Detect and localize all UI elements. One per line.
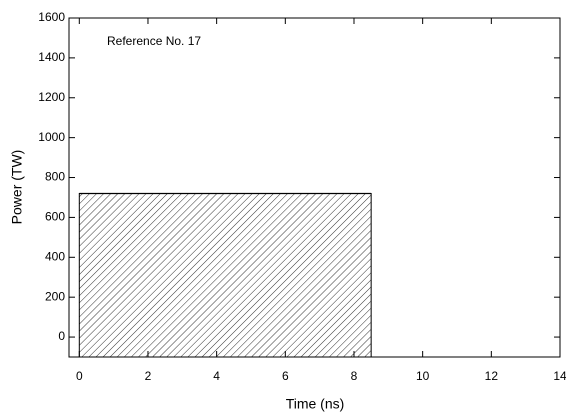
x-axis-label: Time (ns) [286,396,345,412]
x-tick-label: 8 [351,369,358,383]
y-tick-label: 0 [58,329,65,343]
x-tick-label: 12 [485,369,499,383]
x-tick-label: 0 [76,369,83,383]
y-tick-label: 600 [45,210,65,224]
y-tick-label: 1600 [38,10,65,24]
y-tick-label: 1400 [38,50,65,64]
area-fill [78,192,372,358]
y-tick-label: 1000 [38,130,65,144]
x-tick-label: 10 [416,369,430,383]
x-tick-label: 14 [553,369,566,383]
x-tick-label: 2 [145,369,152,383]
y-tick-label: 1200 [38,90,65,104]
x-tick-label: 6 [282,369,289,383]
y-axis-label: Power (TW) [9,150,25,225]
y-tick-label: 800 [45,170,65,184]
x-tick-label: 4 [213,369,220,383]
y-tick-label: 400 [45,249,65,263]
y-tick-label: 200 [45,289,65,303]
annotation: Reference No. 17 [107,34,201,48]
